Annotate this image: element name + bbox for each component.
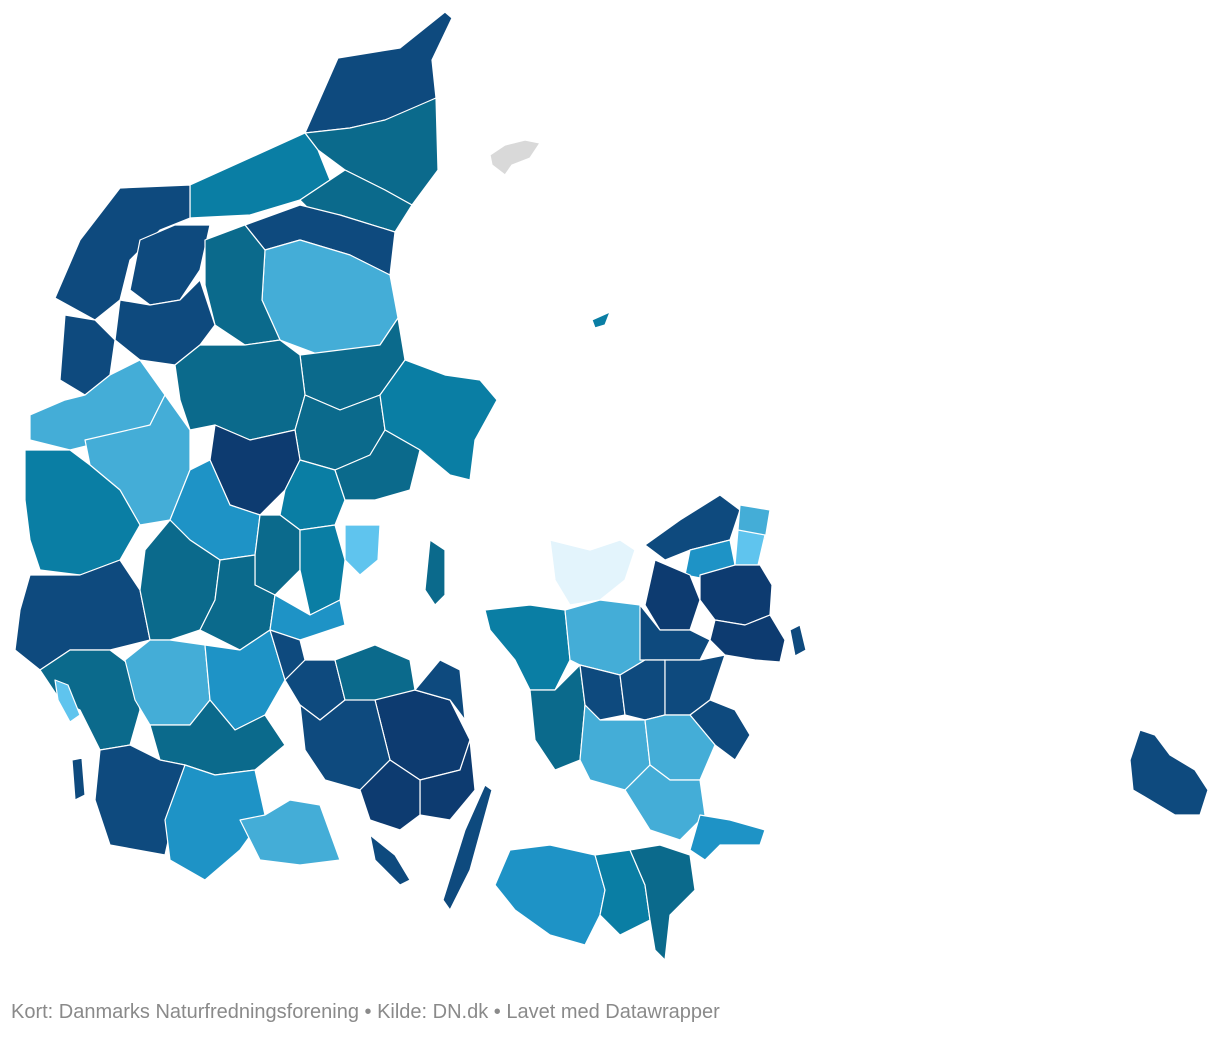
region-copenhagen[interactable] [709,614,786,663]
region-falster[interactable] [629,844,696,961]
map-svg [14,11,1209,961]
region-romo[interactable] [71,757,86,801]
region-holbaek[interactable] [564,599,646,676]
region-anholt[interactable] [591,311,611,329]
region-odder[interactable] [344,524,381,576]
region-skive[interactable] [114,279,216,366]
region-halsnaes[interactable] [644,494,741,561]
footer-made-with: Lavet med Datawrapper [506,1001,720,1023]
region-vordingborg[interactable] [624,764,706,841]
region-thisted[interactable] [54,184,191,321]
footer-source: Kilde: DN.dk [377,1001,489,1023]
region-bornholm[interactable] [1129,729,1209,816]
region-ikast[interactable] [254,514,301,596]
region-amager[interactable] [789,624,807,657]
region-laeso-no-data[interactable] [489,139,541,176]
region-aero[interactable] [369,834,411,886]
region-hillerod[interactable] [734,529,766,566]
region-mon[interactable] [689,814,766,861]
region-fano[interactable] [54,679,81,723]
region-ringsted[interactable] [579,664,626,721]
footer-separator-2: • [488,1001,507,1023]
region-sonderborg[interactable] [239,799,341,866]
region-viborg[interactable] [174,339,306,441]
region-aarhus[interactable] [334,429,421,501]
footer-map-credit: Kort: Danmarks Naturfredningsforening [11,1001,359,1023]
region-langeland[interactable] [442,784,493,911]
region-esbjerg[interactable] [39,649,141,751]
region-svendborg[interactable] [359,759,421,831]
map-footer: Kort: Danmarks Naturfredningsforening • … [11,1001,720,1024]
region-morso[interactable] [129,224,211,306]
region-odsherred[interactable] [549,539,636,606]
region-lolland[interactable] [494,844,606,946]
denmark-choropleth-map [14,11,1209,961]
region-capital-north[interactable] [699,564,773,626]
region-samso[interactable] [424,539,446,606]
region-kalundborg[interactable] [484,604,571,691]
region-aabenraa[interactable] [164,764,266,881]
region-kerteminde[interactable] [414,659,466,721]
region-billund[interactable] [139,519,221,641]
footer-separator-1: • [358,1001,378,1023]
